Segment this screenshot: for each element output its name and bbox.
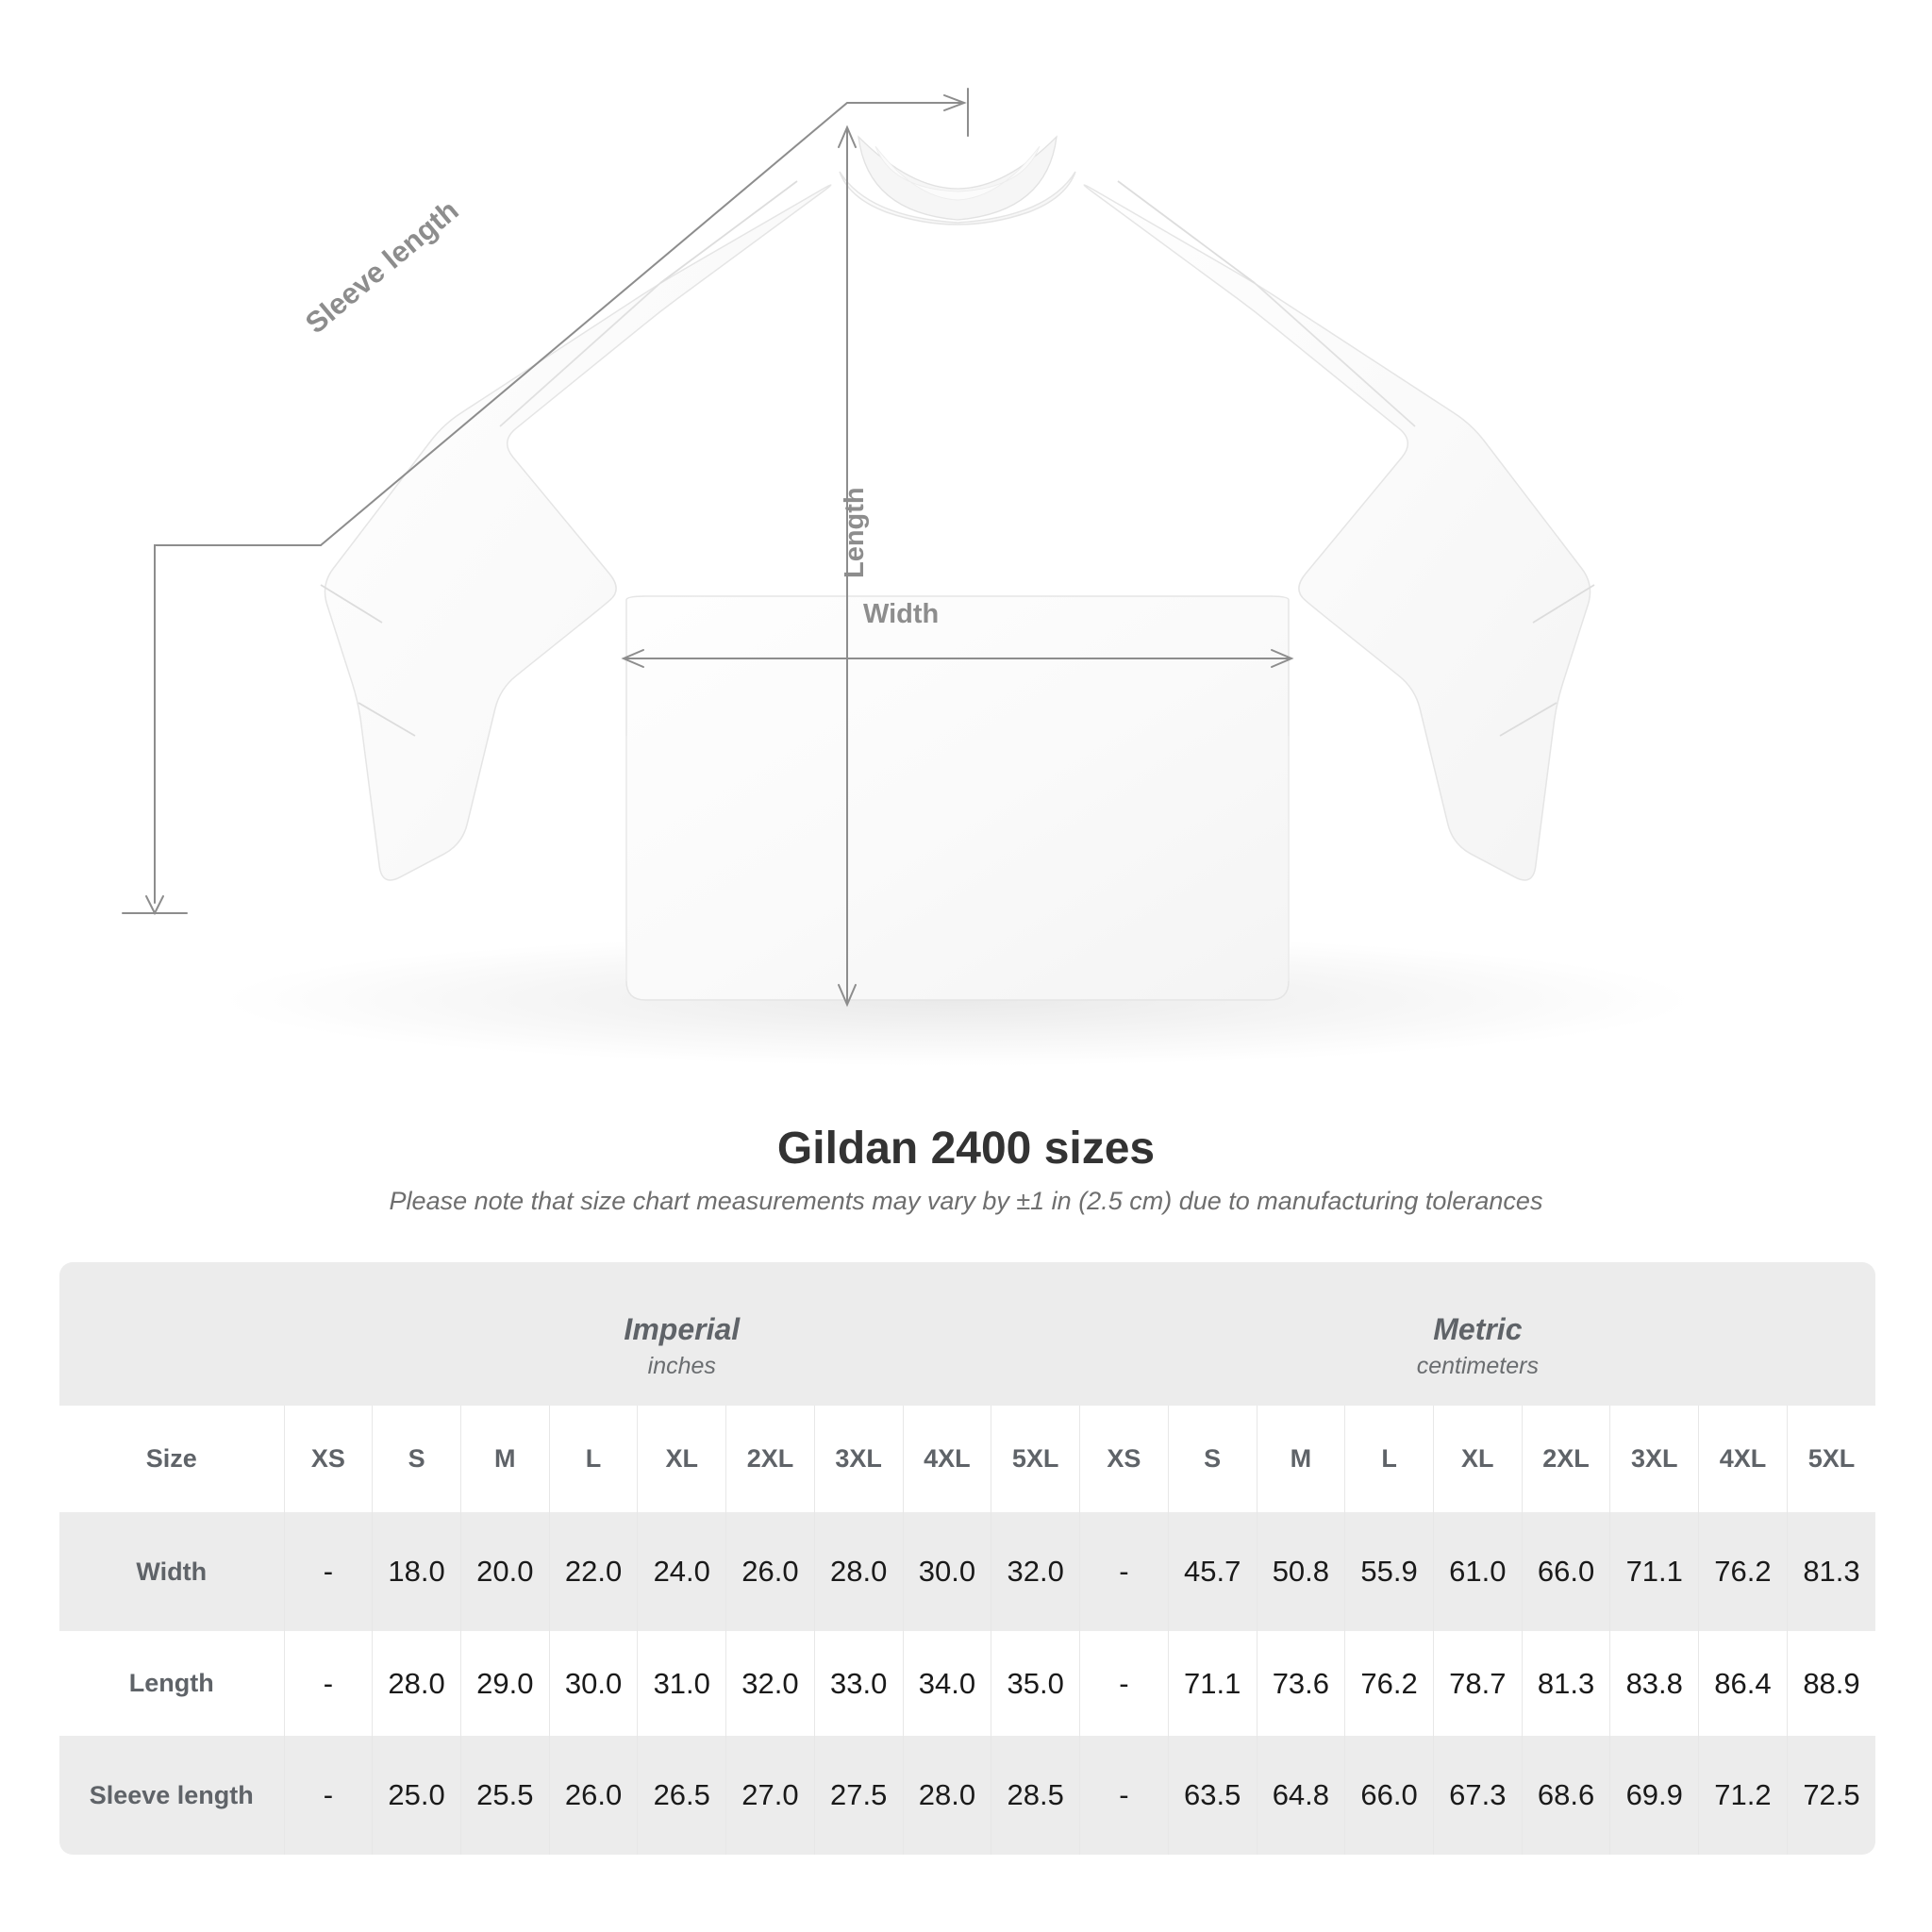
svg-text:Sleeve length: Sleeve length: [299, 193, 465, 340]
svg-text:Width: Width: [863, 599, 939, 629]
svg-text:Length: Length: [840, 487, 870, 578]
